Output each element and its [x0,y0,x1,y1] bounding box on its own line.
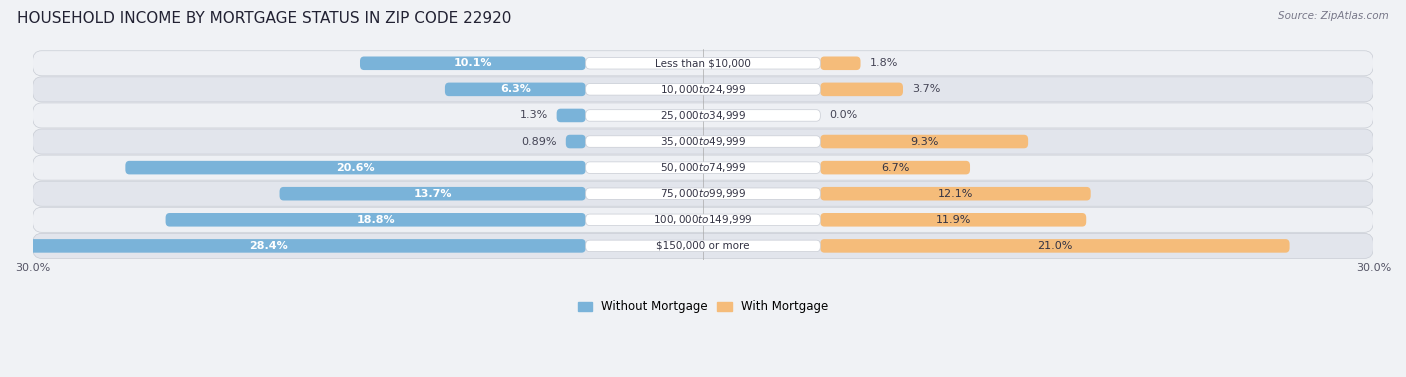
FancyBboxPatch shape [32,181,1374,206]
FancyBboxPatch shape [820,57,860,70]
FancyBboxPatch shape [125,161,586,175]
FancyBboxPatch shape [32,155,1374,180]
Text: 28.4%: 28.4% [249,241,288,251]
FancyBboxPatch shape [565,135,586,148]
FancyBboxPatch shape [360,57,586,70]
FancyBboxPatch shape [166,213,586,227]
FancyBboxPatch shape [586,58,820,69]
FancyBboxPatch shape [586,240,820,251]
Text: $100,000 to $149,999: $100,000 to $149,999 [654,213,752,226]
FancyBboxPatch shape [820,239,1289,253]
Text: Source: ZipAtlas.com: Source: ZipAtlas.com [1278,11,1389,21]
FancyBboxPatch shape [32,129,1374,154]
Text: 3.7%: 3.7% [912,84,941,94]
FancyBboxPatch shape [586,110,820,121]
Text: 9.3%: 9.3% [910,136,938,147]
Text: 0.89%: 0.89% [522,136,557,147]
FancyBboxPatch shape [32,51,1374,76]
Text: 11.9%: 11.9% [935,215,972,225]
Text: $150,000 or more: $150,000 or more [657,241,749,251]
Text: 10.1%: 10.1% [454,58,492,68]
FancyBboxPatch shape [586,214,820,225]
FancyBboxPatch shape [820,83,903,96]
Text: 6.3%: 6.3% [501,84,530,94]
FancyBboxPatch shape [820,213,1087,227]
FancyBboxPatch shape [280,187,586,201]
Text: $35,000 to $49,999: $35,000 to $49,999 [659,135,747,148]
Text: $10,000 to $24,999: $10,000 to $24,999 [659,83,747,96]
FancyBboxPatch shape [586,136,820,147]
FancyBboxPatch shape [32,207,1374,232]
FancyBboxPatch shape [820,161,970,175]
FancyBboxPatch shape [557,109,586,122]
Text: 18.8%: 18.8% [356,215,395,225]
Legend: Without Mortgage, With Mortgage: Without Mortgage, With Mortgage [578,300,828,314]
Text: 21.0%: 21.0% [1038,241,1073,251]
Text: $25,000 to $34,999: $25,000 to $34,999 [659,109,747,122]
Text: $50,000 to $74,999: $50,000 to $74,999 [659,161,747,174]
FancyBboxPatch shape [444,83,586,96]
FancyBboxPatch shape [820,187,1091,201]
FancyBboxPatch shape [586,84,820,95]
Text: HOUSEHOLD INCOME BY MORTGAGE STATUS IN ZIP CODE 22920: HOUSEHOLD INCOME BY MORTGAGE STATUS IN Z… [17,11,512,26]
FancyBboxPatch shape [820,135,1028,148]
FancyBboxPatch shape [32,233,1374,258]
FancyBboxPatch shape [586,188,820,199]
FancyBboxPatch shape [32,103,1374,128]
FancyBboxPatch shape [32,77,1374,102]
FancyBboxPatch shape [0,239,586,253]
FancyBboxPatch shape [586,162,820,173]
Text: $75,000 to $99,999: $75,000 to $99,999 [659,187,747,200]
Text: 1.8%: 1.8% [869,58,898,68]
Text: Less than $10,000: Less than $10,000 [655,58,751,68]
Text: 20.6%: 20.6% [336,162,375,173]
Text: 0.0%: 0.0% [830,110,858,120]
Text: 6.7%: 6.7% [882,162,910,173]
Text: 13.7%: 13.7% [413,189,451,199]
Text: 1.3%: 1.3% [519,110,548,120]
Text: 12.1%: 12.1% [938,189,973,199]
